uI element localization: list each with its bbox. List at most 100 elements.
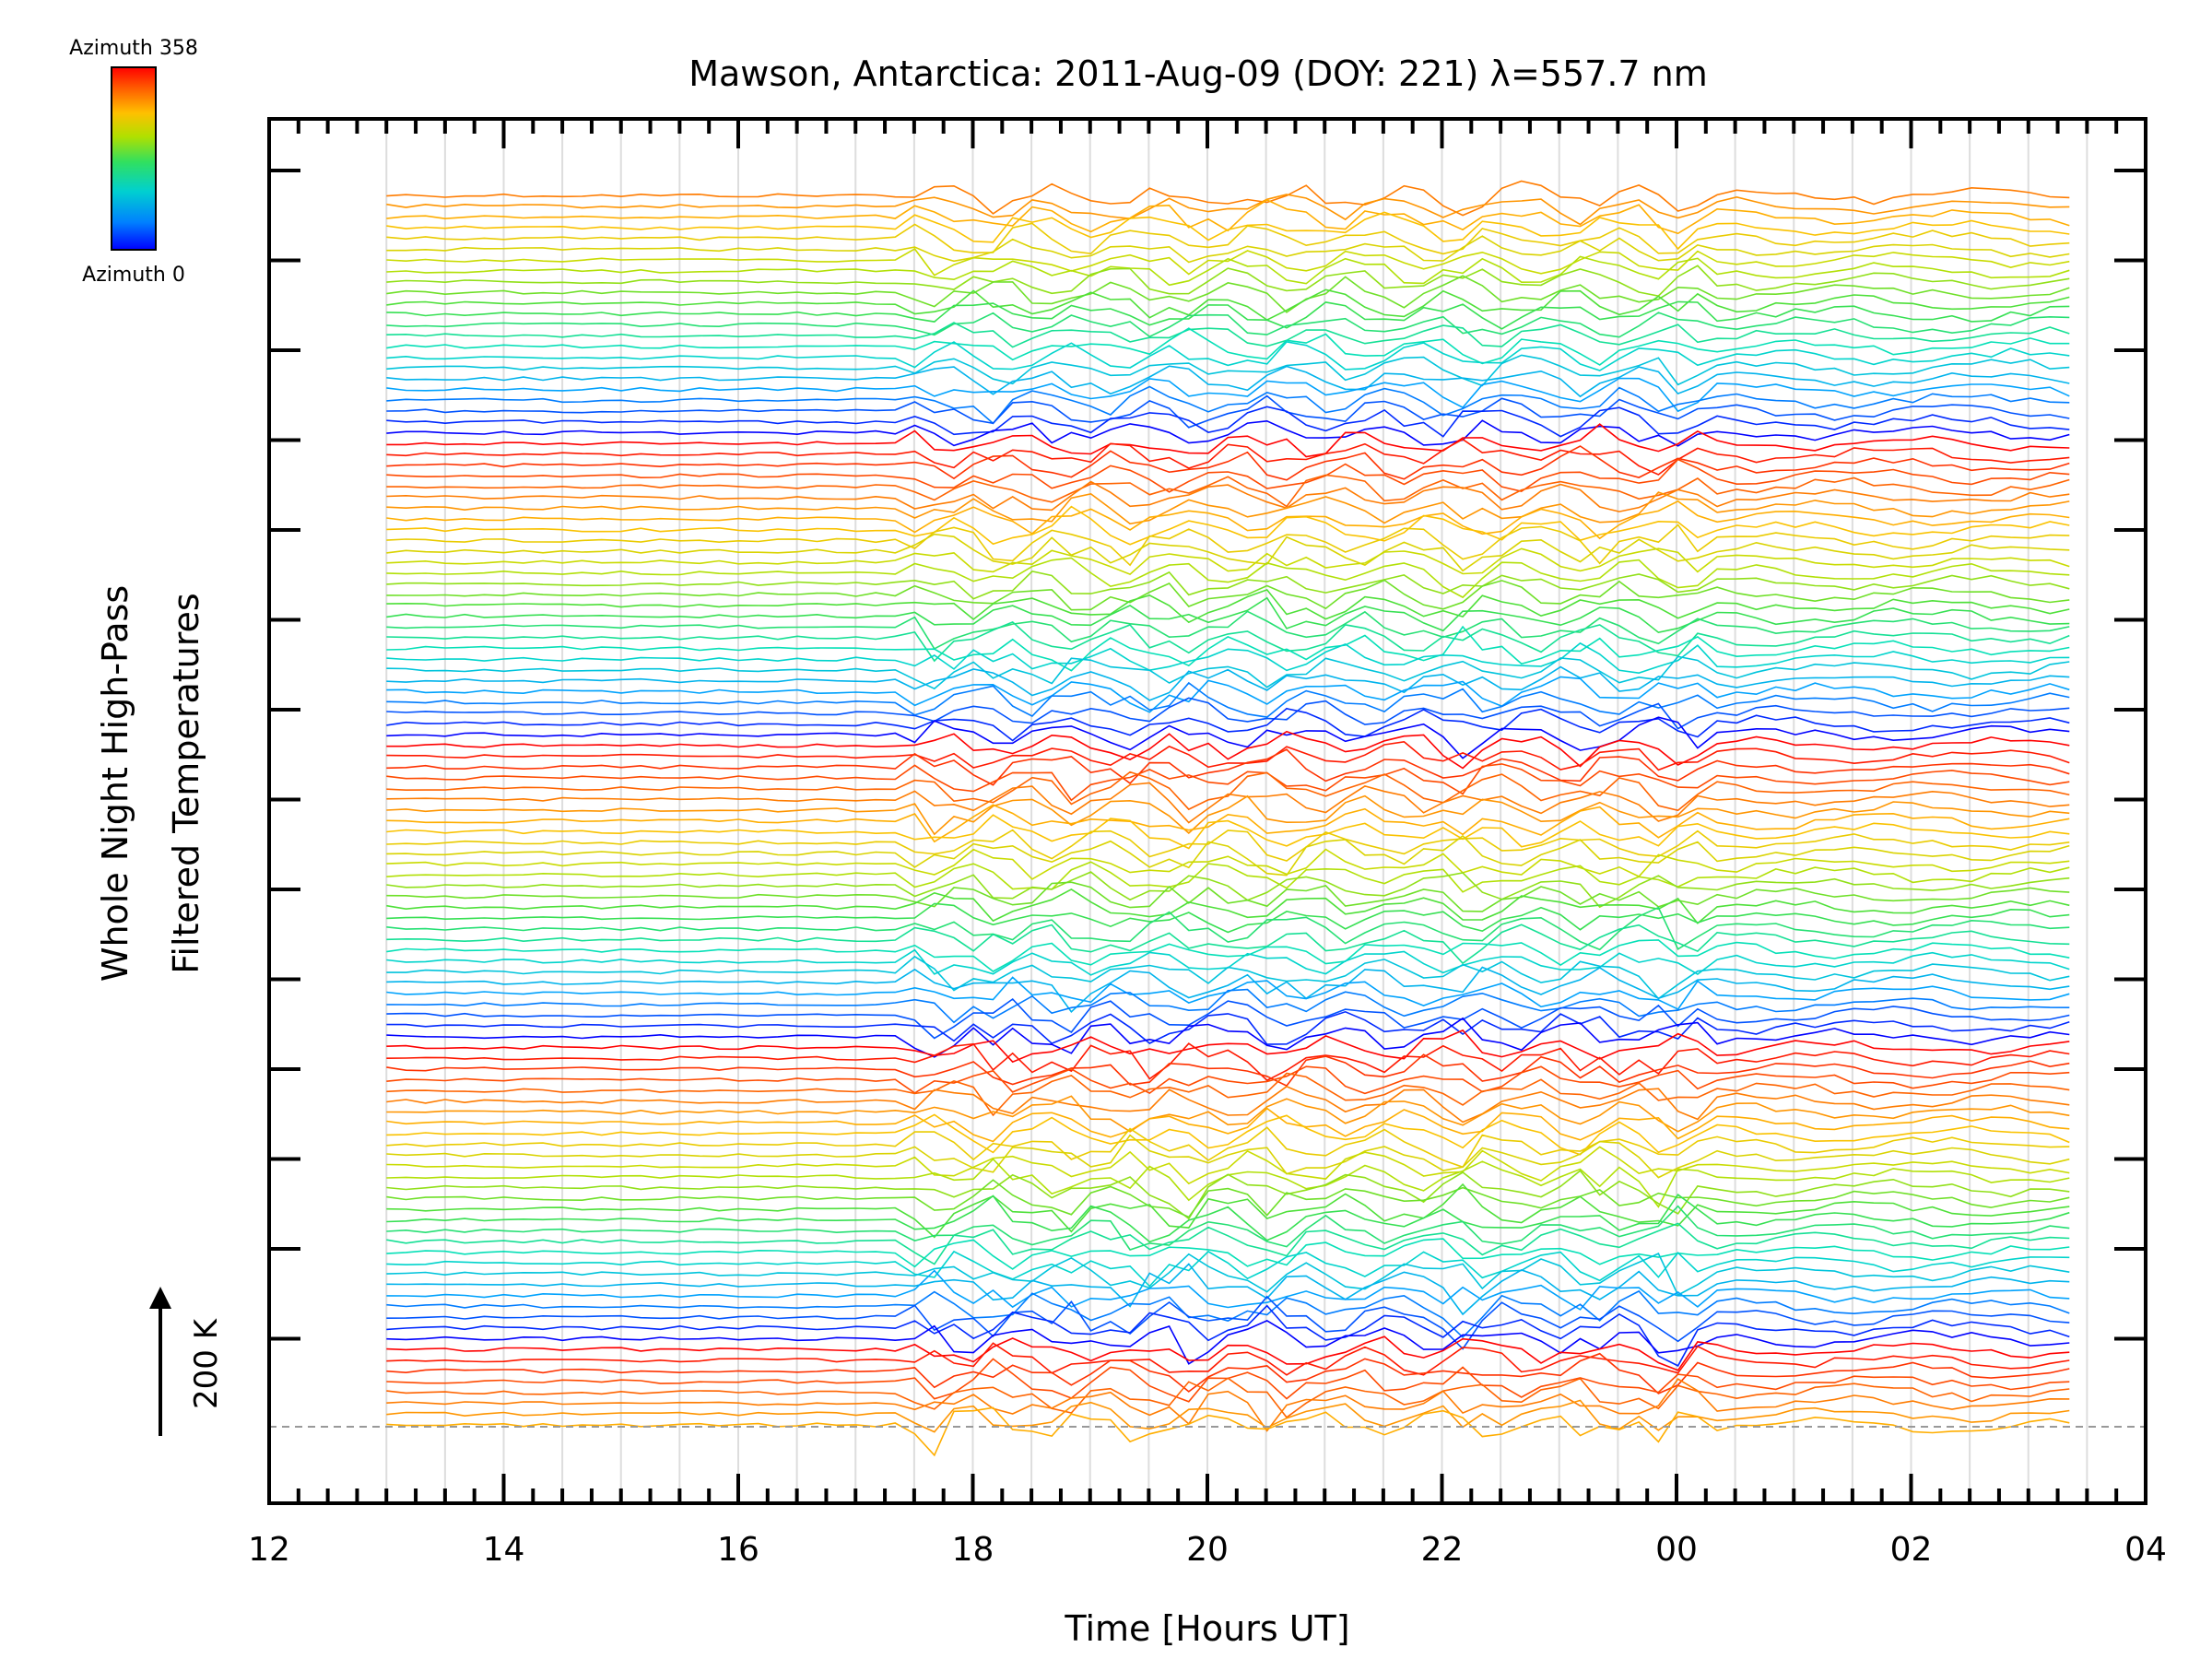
trace-line: [386, 834, 2070, 877]
trace-line: [386, 1263, 2070, 1316]
axis-ticks: [267, 119, 2147, 1503]
trace-line: [386, 1378, 2070, 1432]
trace-line: [386, 312, 2070, 338]
trace-line: [386, 1065, 2070, 1095]
trace-line: [386, 458, 2070, 493]
trace-line: [386, 1304, 2070, 1367]
trace-line: [386, 1053, 2070, 1088]
trace-line: [386, 1179, 2070, 1218]
trace-line: [386, 1399, 2070, 1433]
trace-line: [386, 665, 2070, 701]
trace-line: [386, 419, 2070, 447]
trace-line: [386, 275, 2070, 313]
trace-line: [386, 500, 2070, 540]
trace-line: [386, 1194, 2070, 1243]
trace-line: [386, 1289, 2070, 1339]
trace-line: [386, 1113, 2070, 1156]
trace-line: [386, 625, 2070, 672]
colorbar-top-label: Azimuth 358: [69, 37, 198, 60]
colorbar-gradient: [111, 66, 157, 251]
trace-line: [386, 288, 2070, 322]
trace-line: [386, 180, 2070, 217]
x-tick-label: 20: [1186, 1531, 1229, 1569]
chart-title: Mawson, Antarctica: 2011-Aug-09 (DOY: 22…: [688, 53, 1708, 94]
trace-line: [386, 620, 2070, 663]
x-tick-label: 00: [1655, 1531, 1698, 1569]
x-tick-label: 22: [1421, 1531, 1464, 1569]
trace-line: [386, 1269, 2070, 1311]
trace-line: [386, 1205, 2070, 1251]
trace-line: [386, 322, 2070, 348]
trace-line: [386, 354, 2070, 387]
trace-line: [386, 707, 2070, 742]
trace-line: [386, 198, 2070, 235]
trace-line: [386, 248, 2070, 276]
trace-line: [386, 1406, 2070, 1457]
trace-line: [386, 730, 2070, 770]
trace-line: [386, 966, 2070, 1013]
azimuth-colorbar: Azimuth 358 Azimuth 0: [69, 37, 198, 287]
trace-line: [386, 365, 2070, 398]
trace-line: [386, 848, 2070, 880]
trace-line: [386, 1377, 2070, 1419]
trace-line: [386, 1170, 2070, 1220]
trace-line: [386, 1085, 2070, 1124]
trace-line: [386, 1029, 2070, 1064]
colorbar-bottom-label: Azimuth 0: [82, 264, 185, 287]
trace-line: [386, 1126, 2070, 1169]
trace-line: [386, 423, 2070, 458]
trace-line: [386, 641, 2070, 675]
trace-line: [386, 740, 2070, 771]
trace-line: [386, 377, 2070, 413]
trace-line: [386, 385, 2070, 425]
trace-line: [386, 794, 2070, 836]
temperature-scale-bar: 200 K: [149, 1287, 225, 1436]
trace-line: [386, 524, 2070, 567]
trace-line: [386, 222, 2070, 255]
x-tick-label: 04: [2124, 1531, 2167, 1569]
trace-line: [386, 829, 2070, 862]
x-tick-label: 02: [1890, 1531, 1933, 1569]
trace-line: [386, 763, 2070, 802]
temperature-traces: [386, 180, 2070, 1457]
trace-line: [386, 716, 2070, 759]
trace-line: [386, 988, 2070, 1024]
trace-line: [386, 1134, 2070, 1179]
trace-line: [386, 265, 2070, 297]
trace-line: [386, 394, 2070, 429]
trace-line: [386, 939, 2070, 972]
trace-line: [386, 976, 2070, 1011]
x-axis-title: Time [Hours UT]: [1064, 1608, 1349, 1649]
trace-line: [386, 1320, 2070, 1365]
trace-line: [386, 571, 2070, 600]
x-tick-label: 14: [483, 1531, 525, 1569]
trace-line: [386, 235, 2070, 264]
trace-line: [386, 676, 2070, 713]
x-tick-label: 12: [248, 1531, 290, 1569]
trace-line: [386, 438, 2070, 476]
trace-line: [386, 871, 2070, 909]
trace-line: [386, 924, 2070, 965]
trace-line: [386, 194, 2070, 226]
trace-line: [386, 406, 2070, 438]
scale-arrow-head: [149, 1287, 171, 1309]
trace-line: [386, 557, 2070, 599]
trace-line: [386, 480, 2070, 512]
x-tick-labels: 12 14 16 18 20 22 00 02 04: [248, 1531, 2167, 1569]
trace-line: [386, 1250, 2070, 1288]
grid-lines: [385, 121, 2088, 1501]
trace-line: [386, 491, 2070, 525]
trace-line: [386, 902, 2070, 934]
trace-line: [386, 1253, 2070, 1297]
x-tick-label: 16: [717, 1531, 759, 1569]
trace-line: [386, 881, 2070, 912]
trace-line: [386, 1238, 2070, 1270]
trace-line: [386, 1222, 2070, 1265]
trace-line: [386, 748, 2070, 786]
x-tick-label: 18: [952, 1531, 994, 1569]
trace-line: [386, 211, 2070, 251]
trace-line: [386, 997, 2070, 1040]
trace-line: [386, 861, 2070, 893]
trace-line: [386, 1072, 2070, 1117]
trace-line: [386, 1107, 2070, 1143]
